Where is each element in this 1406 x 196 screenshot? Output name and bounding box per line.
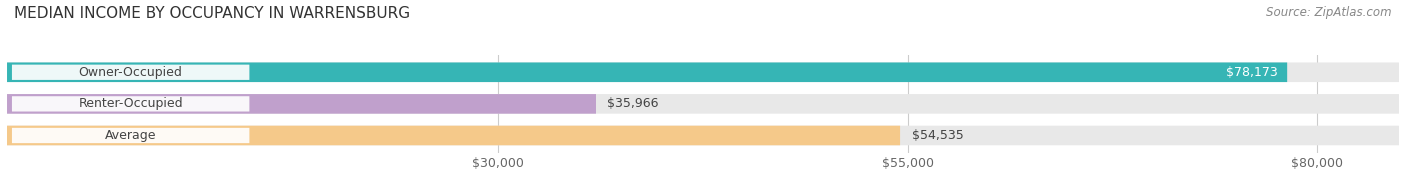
FancyBboxPatch shape bbox=[11, 65, 249, 80]
Text: Renter-Occupied: Renter-Occupied bbox=[79, 97, 183, 110]
Text: $54,535: $54,535 bbox=[911, 129, 963, 142]
Text: MEDIAN INCOME BY OCCUPANCY IN WARRENSBURG: MEDIAN INCOME BY OCCUPANCY IN WARRENSBUR… bbox=[14, 6, 411, 21]
Text: $78,173: $78,173 bbox=[1226, 66, 1277, 79]
Text: Owner-Occupied: Owner-Occupied bbox=[79, 66, 183, 79]
Text: $35,966: $35,966 bbox=[607, 97, 659, 110]
FancyBboxPatch shape bbox=[7, 94, 1399, 114]
FancyBboxPatch shape bbox=[7, 126, 900, 145]
FancyBboxPatch shape bbox=[11, 128, 249, 143]
Text: Average: Average bbox=[105, 129, 156, 142]
FancyBboxPatch shape bbox=[7, 126, 1399, 145]
Text: Source: ZipAtlas.com: Source: ZipAtlas.com bbox=[1267, 6, 1392, 19]
FancyBboxPatch shape bbox=[7, 63, 1286, 82]
FancyBboxPatch shape bbox=[7, 94, 596, 114]
FancyBboxPatch shape bbox=[11, 96, 249, 112]
FancyBboxPatch shape bbox=[7, 63, 1399, 82]
